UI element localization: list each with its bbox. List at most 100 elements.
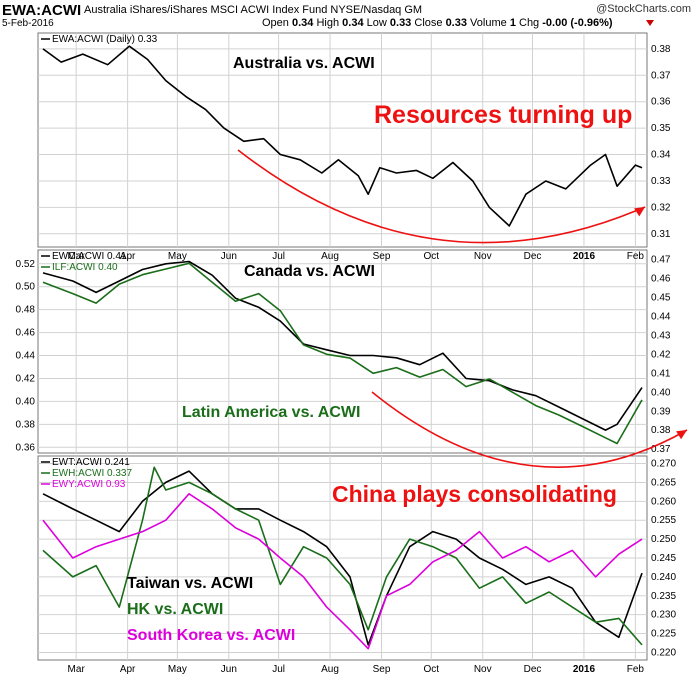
close-value: 0.33 [445,17,467,29]
right-axis-tick-label: 0.42 [651,349,671,360]
right-axis-tick-label: 0.31 [651,229,671,240]
legend-label: EWA:ACWI (Daily) 0.33 [52,34,158,45]
trend-arrow-top [237,149,646,244]
right-axis-tick-label: 0.245 [651,553,676,564]
down-triangle-icon [646,20,654,26]
annotation-australia: Australia vs. ACWI [233,55,375,72]
series-line-ewc-acwi [42,260,643,431]
right-axis-tick-label: 0.36 [651,97,671,108]
series-line-ewy-acwi [42,493,643,650]
x-axis-tick-label: Mar [68,664,86,675]
high-value: 0.34 [342,17,364,29]
left-axis-tick-label: 0.38 [16,419,36,430]
right-axis-tick-label: 0.38 [651,425,671,436]
chg-label: Chg [519,17,540,29]
right-axis-tick-label: 0.37 [651,70,671,81]
x-axis-tick-label: Mar [68,251,86,262]
right-axis-tick-label: 0.220 [651,647,676,658]
right-axis-tick-label: 0.240 [651,572,676,583]
annotation-china: China plays consolidating [332,481,617,507]
arrowhead-icon [676,430,687,440]
x-axis-tick-label: Dec [524,251,542,262]
x-axis-tick-label: Jul [272,251,285,262]
low-value: 0.33 [389,17,412,29]
open-label: Open [262,17,289,29]
x-axis-tick-label: Aug [321,251,339,262]
chart-header: EWA:ACWI Australia iShares/iShares MSCI … [0,0,695,32]
x-axis-tick-label: Apr [120,664,136,675]
x-axis-tick-label: Jul [272,664,285,675]
annotation-canada: Canada vs. ACWI [244,263,375,280]
panel-frame [37,32,648,248]
series-line-ewt-acwi [42,470,643,646]
x-axis-tick-label: 2016 [573,251,596,262]
right-axis-tick-label: 0.255 [651,515,676,526]
right-axis-tick-label: 0.265 [651,477,676,488]
right-axis-tick-label: 0.37 [651,444,671,455]
x-axis-tick-label: Oct [423,664,439,675]
x-axis-tick-label: May [168,251,187,262]
symbol-description: Australia iShares/iShares MSCI ACWI Inde… [84,4,423,16]
volume-label: Volume [470,17,507,29]
close-label: Close [414,17,443,29]
open-value: 0.34 [291,17,314,29]
right-axis-tick-label: 0.43 [651,330,671,341]
legend-label: EWC:ACWI 0.41 [52,251,127,262]
annotation-hk: HK vs. ACWI [127,601,223,618]
series-line-ewh-acwi [42,466,643,646]
x-axis-tick-label: Dec [524,664,542,675]
legend-label: EWY:ACWI 0.93 [52,479,126,490]
x-axis-tick-label: 2016 [573,664,596,675]
right-axis-tick-label: 0.38 [651,44,671,55]
right-axis-tick-label: 0.230 [651,610,676,621]
legend-label: EWT:ACWI 0.241 [52,457,130,468]
right-axis-tick-label: 0.260 [651,496,676,507]
right-axis-tick-label: 0.41 [651,368,671,379]
right-axis-tick-label: 0.34 [651,150,671,161]
left-axis-tick-label: 0.46 [16,328,36,339]
low-label: Low [366,17,387,29]
x-axis-tick-label: Jun [221,664,237,675]
x-axis-tick-label: May [168,664,187,675]
stockcharts-logo: @StockCharts.com [596,3,691,15]
right-axis-tick-label: 0.35 [651,123,671,134]
x-axis-tick-label: Aug [321,664,339,675]
left-axis-tick-label: 0.40 [16,396,36,407]
right-axis-tick-label: 0.270 [651,459,676,470]
right-axis-tick-label: 0.250 [651,534,676,545]
left-axis-tick-label: 0.52 [16,259,36,270]
right-axis-tick-label: 0.225 [651,629,676,640]
series-line-ilf-acwi [42,262,643,445]
left-axis-tick-label: 0.44 [16,351,36,362]
high-label: High [316,17,340,29]
x-axis-tick-label: Oct [423,251,439,262]
right-axis-tick-label: 0.235 [651,591,676,602]
chart-date: 5-Feb-2016 [2,18,54,29]
chg-value: -0.00 (-0.96%) [542,17,613,29]
volume-value: 1 [509,17,516,29]
annotation-taiwan: Taiwan vs. ACWI [127,575,253,592]
arrowhead-icon [634,207,645,217]
trend-arrow-middle [371,391,688,468]
annotation-latin-america: Latin America vs. ACWI [182,404,360,421]
annotation-resources: Resources turning up [374,101,632,129]
x-axis-tick-label: Jun [221,251,237,262]
left-axis-tick-label: 0.50 [16,282,36,293]
x-axis-tick-label: Sep [373,251,391,262]
right-axis-tick-label: 0.45 [651,292,671,303]
left-axis-tick-label: 0.42 [16,373,36,384]
right-axis-tick-label: 0.46 [651,273,671,284]
right-axis-tick-label: 0.40 [651,387,671,398]
legend-label: EWH:ACWI 0.337 [52,468,132,479]
symbol-title: EWA:ACWI [2,2,82,19]
right-axis-tick-label: 0.44 [651,311,671,322]
x-axis-tick-label: Nov [474,251,492,262]
left-axis-tick-label: 0.48 [16,305,36,316]
series-line-ewa-acwi [42,45,643,227]
x-axis-tick-label: Sep [373,664,391,675]
x-axis-tick-label: Feb [627,664,645,675]
x-axis-tick-label: Apr [120,251,136,262]
x-axis-tick-label: Feb [627,251,645,262]
annotation-south-korea: South Korea vs. ACWI [127,627,295,644]
